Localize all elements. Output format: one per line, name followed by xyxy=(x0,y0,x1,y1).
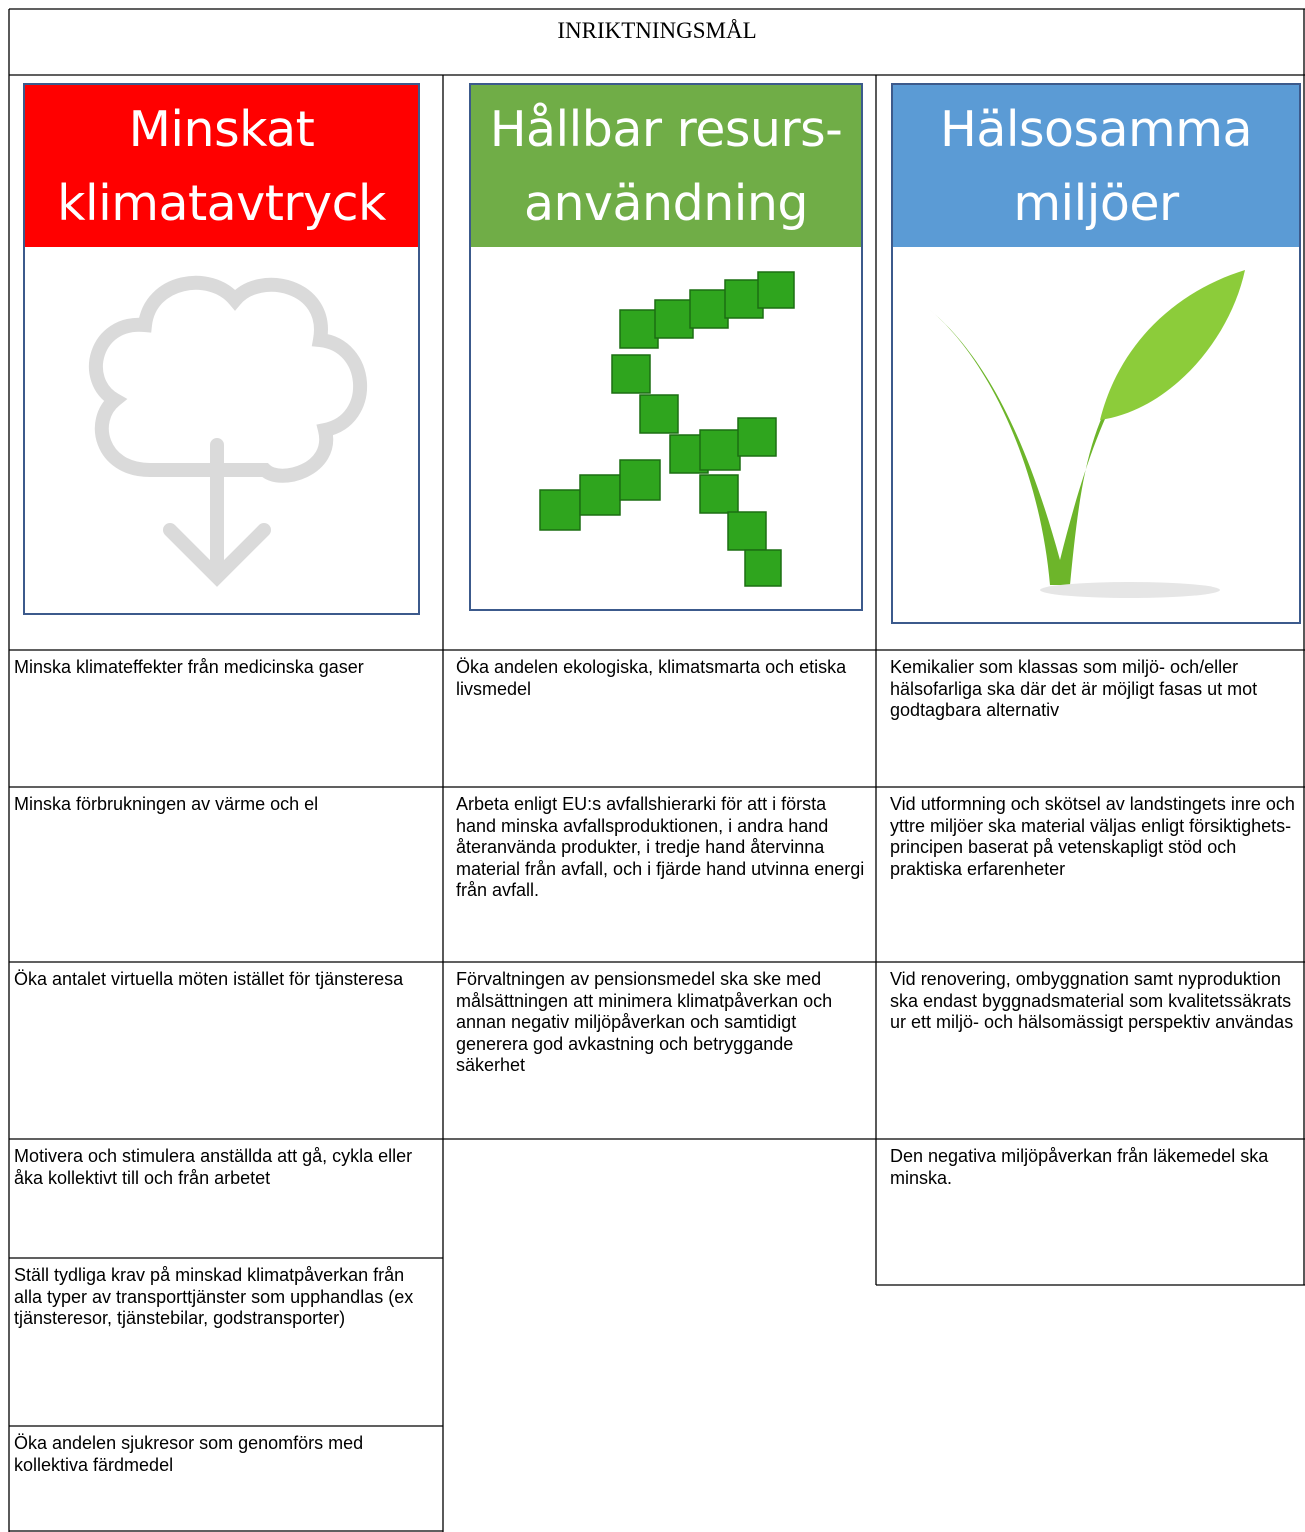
title: INRIKTNINGSMÅL xyxy=(557,18,757,43)
card-header xyxy=(471,85,861,247)
card-header xyxy=(25,85,418,247)
goal-text: Vid utformning och skötsel av landstinge… xyxy=(890,794,1295,879)
card-heading: användning xyxy=(523,175,809,232)
goal-text: Förvaltningen av pensionsmedel ska ske m… xyxy=(456,969,833,1076)
card-heading: klimatavtryck xyxy=(57,175,386,232)
goal-text: Öka antalet virtuella möten istället för… xyxy=(14,969,404,989)
card-header xyxy=(893,85,1299,247)
card-heading: Hälsosamma xyxy=(939,101,1253,158)
cubes-icon xyxy=(539,271,795,587)
goal-text: Kemikalier som klassas som miljö- och/el… xyxy=(890,657,1258,721)
goal-text: Vid renovering, ombyggnation samt nyprod… xyxy=(890,969,1294,1033)
goal-text: Den negativa miljöpåverkan från läkemede… xyxy=(890,1146,1269,1188)
goal-text: Arbeta enligt EU:s avfallshierarki för a… xyxy=(456,794,865,901)
goal-text: Motivera och stimulera anställda att gå,… xyxy=(14,1146,413,1188)
card-heading: Minskat xyxy=(128,101,315,158)
goal-text: Öka andelen ekologiska, klimatsmarta och… xyxy=(456,657,847,699)
plant-icon xyxy=(930,270,1245,598)
goal-text: Minska klimateffekter från medicinska ga… xyxy=(14,657,364,677)
co2-icon xyxy=(88,275,367,587)
card-heading: Hållbar resurs- xyxy=(489,101,843,158)
goal-text: Ställ tydliga krav på minskad klimatpåve… xyxy=(14,1265,414,1329)
goal-text: Minska förbrukningen av värme och el xyxy=(14,794,319,814)
goal-text: Öka andelen sjukresor som genomförs med … xyxy=(14,1433,364,1475)
card-heading: miljöer xyxy=(1013,175,1179,232)
